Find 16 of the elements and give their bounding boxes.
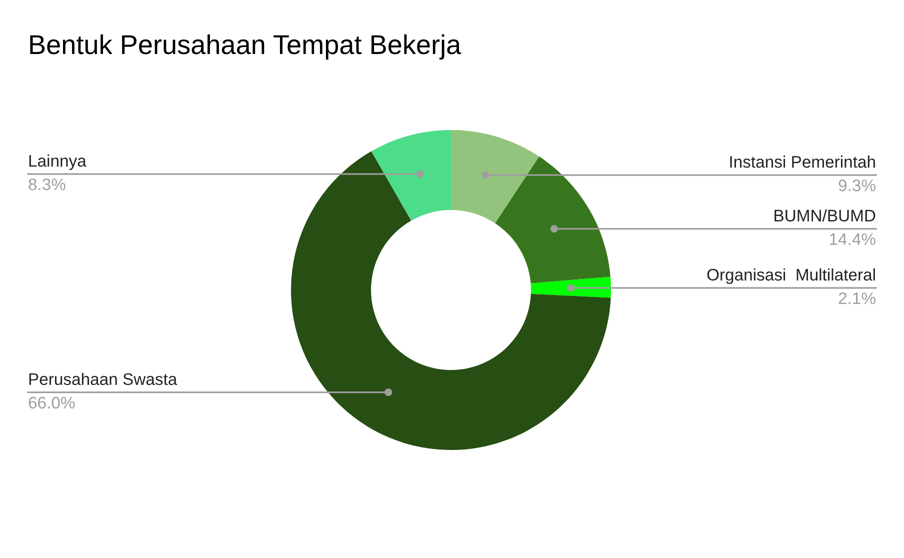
- donut-slice: [495, 156, 610, 284]
- slice-label: Instansi Pemerintah: [730, 156, 875, 168]
- donut-slice: [530, 276, 611, 298]
- data-label: 8.3%: [28, 178, 66, 190]
- data-label: 66.0%: [28, 396, 75, 409]
- slice-label: Lainnya: [29, 154, 86, 170]
- slice-label: Organisasi Multilateral: [707, 268, 875, 284]
- donut-slice: [451, 130, 540, 224]
- data-label: 9.3%: [838, 180, 876, 192]
- slice-label: BUMN/BUMD: [774, 209, 876, 222]
- donut-slice: [371, 130, 451, 221]
- chart-title: Bentuk Perusahaan Tempat Bekerja: [30, 34, 462, 60]
- data-label: 2.1%: [838, 292, 876, 304]
- slice-label: Perusahaan Swasta: [29, 372, 178, 386]
- data-label: 14.4%: [830, 233, 876, 245]
- donut-slice: [291, 151, 611, 450]
